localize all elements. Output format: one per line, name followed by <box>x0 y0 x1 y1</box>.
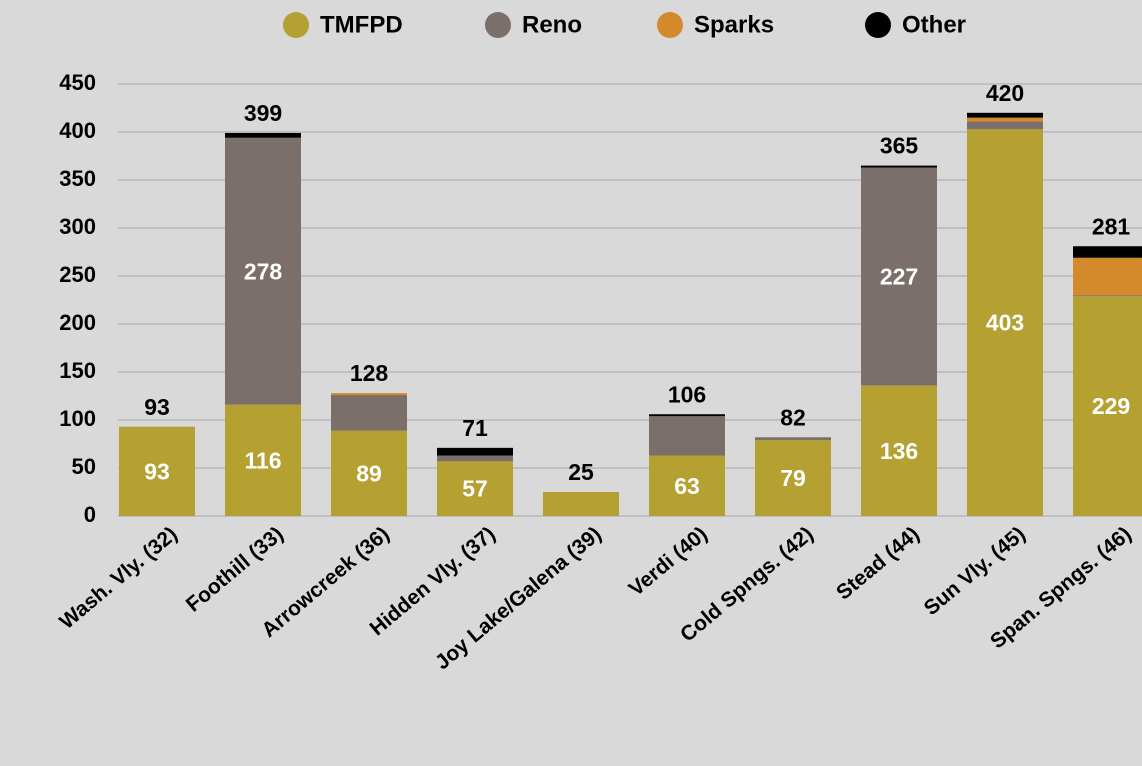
segment-label: 227 <box>880 264 918 290</box>
segment-label: 89 <box>356 460 382 486</box>
bar-segment <box>649 416 725 456</box>
bar-segment <box>861 385 937 516</box>
y-tick-label: 50 <box>72 454 96 479</box>
segment-label: 403 <box>986 310 1024 336</box>
x-tick-label: Stead (44) <box>832 522 924 604</box>
x-tick-label: Sun Vly. (45) <box>920 522 1030 620</box>
total-label: 281 <box>1092 213 1131 239</box>
y-tick-label: 250 <box>59 262 96 287</box>
legend-label: TMFPD <box>320 11 403 38</box>
legend-swatch <box>283 12 309 38</box>
bar-segment <box>1073 295 1142 297</box>
y-tick-label: 200 <box>59 310 96 335</box>
x-tick-label: Verdi (40) <box>625 522 712 600</box>
y-tick-label: 450 <box>59 70 96 95</box>
y-tick-label: 100 <box>59 406 96 431</box>
bar-segment <box>1073 257 1142 296</box>
bar-segment <box>543 492 619 516</box>
segment-label: 57 <box>462 476 488 502</box>
bar-segment <box>755 437 831 441</box>
y-tick-label: 400 <box>59 118 96 143</box>
total-label: 106 <box>668 381 706 407</box>
bar-segment <box>967 112 1043 118</box>
total-label: 399 <box>244 100 282 126</box>
bar-segment <box>1073 246 1142 258</box>
legend-swatch <box>657 12 683 38</box>
x-tick-label: Foothill (33) <box>182 522 288 616</box>
bar-segment <box>331 395 407 431</box>
total-label: 71 <box>462 415 488 441</box>
y-tick-label: 350 <box>59 166 96 191</box>
legend-swatch <box>485 12 511 38</box>
bar-segment <box>331 393 407 396</box>
x-tick-label: Wash. Vly. (32) <box>55 522 182 633</box>
bar-segment <box>967 121 1043 130</box>
segment-label: 93 <box>144 458 170 484</box>
legend-label: Sparks <box>694 11 774 38</box>
bar-segment <box>225 132 301 138</box>
bar-segment <box>649 414 725 417</box>
y-tick-label: 0 <box>84 502 96 527</box>
bar-segment <box>861 167 937 386</box>
y-tick-label: 300 <box>59 214 96 239</box>
total-label: 93 <box>144 394 170 420</box>
total-label: 420 <box>986 80 1024 106</box>
segment-label: 229 <box>1092 393 1130 419</box>
legend-label: Other <box>902 11 966 38</box>
y-tick-label: 150 <box>59 358 96 383</box>
total-label: 25 <box>568 459 594 485</box>
bar-segment <box>437 447 513 456</box>
bar-segment <box>967 129 1043 516</box>
segment-label: 116 <box>244 447 281 473</box>
bar-segment <box>1073 296 1142 516</box>
segment-label: 136 <box>880 438 918 464</box>
total-label: 365 <box>880 133 919 159</box>
bar-segment <box>437 455 513 462</box>
segment-label: 79 <box>780 465 806 491</box>
legend-swatch <box>865 12 891 38</box>
bar-segment <box>331 430 407 516</box>
bar-segment <box>225 137 301 405</box>
bar-segment <box>861 165 937 168</box>
total-label: 82 <box>780 404 806 430</box>
bar-segment <box>119 426 195 516</box>
bar-segment <box>649 455 725 516</box>
segment-label: 278 <box>244 258 283 284</box>
legend-label: Reno <box>522 11 582 38</box>
bar-segment <box>967 117 1043 122</box>
total-label: 128 <box>350 360 389 386</box>
bar-segment <box>437 461 513 516</box>
bar-segment <box>225 404 301 516</box>
segment-label: 63 <box>674 473 700 499</box>
bar-segment <box>755 440 831 516</box>
